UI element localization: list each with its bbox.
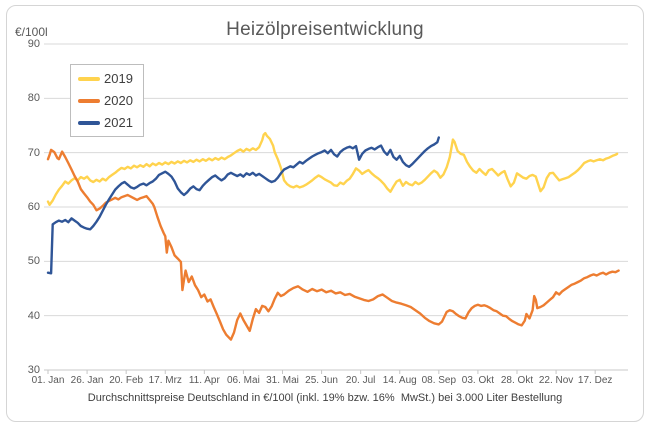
- x-tick-label: 31. Mai: [266, 375, 299, 386]
- legend-line-swatch: [78, 76, 100, 81]
- x-tick-label: 20. Jul: [345, 375, 376, 386]
- series-line-2020: [46, 148, 620, 341]
- x-tick-label: 22. Nov: [538, 375, 574, 386]
- x-tick-label: 17. Mrz: [148, 375, 182, 386]
- series-line-2021: [46, 136, 440, 275]
- chart-title: Heizölpreisentwicklung: [226, 19, 424, 40]
- x-tick-label: 03. Okt: [461, 375, 495, 386]
- x-tick-label: 28. Okt: [500, 375, 534, 386]
- y-tick-label-70: 70: [27, 146, 40, 159]
- chart-caption: Durchschnittspreise Deutschland in €/100…: [87, 392, 563, 404]
- legend-line-swatch: [78, 120, 100, 125]
- y-tick-label-30: 30: [27, 364, 40, 376]
- y-tick-label-40: 40: [27, 309, 40, 322]
- legend: 2019 2020 2021: [70, 64, 144, 137]
- legend-label: 2019: [104, 71, 133, 86]
- x-tick-label: 25. Jun: [305, 375, 338, 386]
- legend-label: 2021: [104, 115, 133, 130]
- x-tick-label: 08. Sep: [421, 375, 457, 386]
- legend-item-2020: 2020: [78, 94, 133, 107]
- legend-item-2021: 2021: [78, 116, 133, 129]
- x-tick-label: 14. Aug: [382, 375, 417, 386]
- x-tick-label: 06. Mai: [227, 375, 260, 386]
- legend-item-2019: 2019: [78, 72, 133, 85]
- legend-label: 2020: [104, 93, 133, 108]
- y-axis-unit-label: €/100l: [15, 25, 48, 39]
- y-tick-label-90: 90: [27, 38, 40, 50]
- x-tick-label: 26. Jan: [70, 375, 104, 386]
- legend-line-swatch: [78, 98, 100, 103]
- y-tick-label-60: 60: [27, 201, 40, 213]
- series-line-2019: [46, 131, 619, 207]
- x-tick-label: 20. Feb: [109, 375, 144, 386]
- x-tick-label: 01. Jan: [31, 375, 65, 386]
- y-tick-label-80: 80: [27, 92, 40, 105]
- x-tick-label: 11. Apr: [188, 375, 220, 386]
- y-tick-label-50: 50: [27, 255, 40, 268]
- x-tick-label: 17. Dez: [577, 375, 613, 386]
